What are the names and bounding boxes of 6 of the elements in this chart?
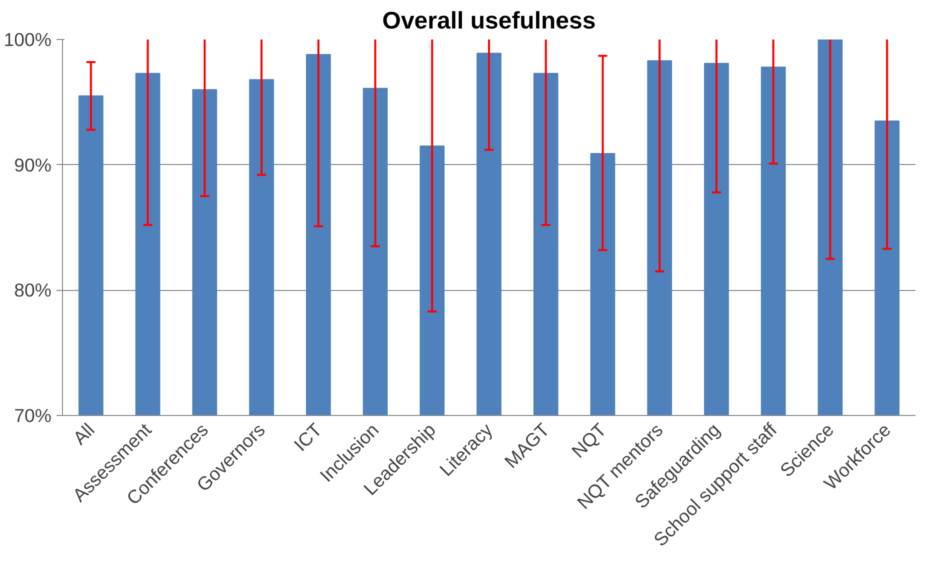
chart-title: Overall usefulness <box>382 8 596 34</box>
x-tick-label: ICT <box>290 419 326 456</box>
y-tick-label: 70% <box>14 405 52 426</box>
y-tick-label: 100% <box>4 29 52 50</box>
y-tick-label: 80% <box>14 280 52 301</box>
y-tick-label: 90% <box>14 154 52 176</box>
